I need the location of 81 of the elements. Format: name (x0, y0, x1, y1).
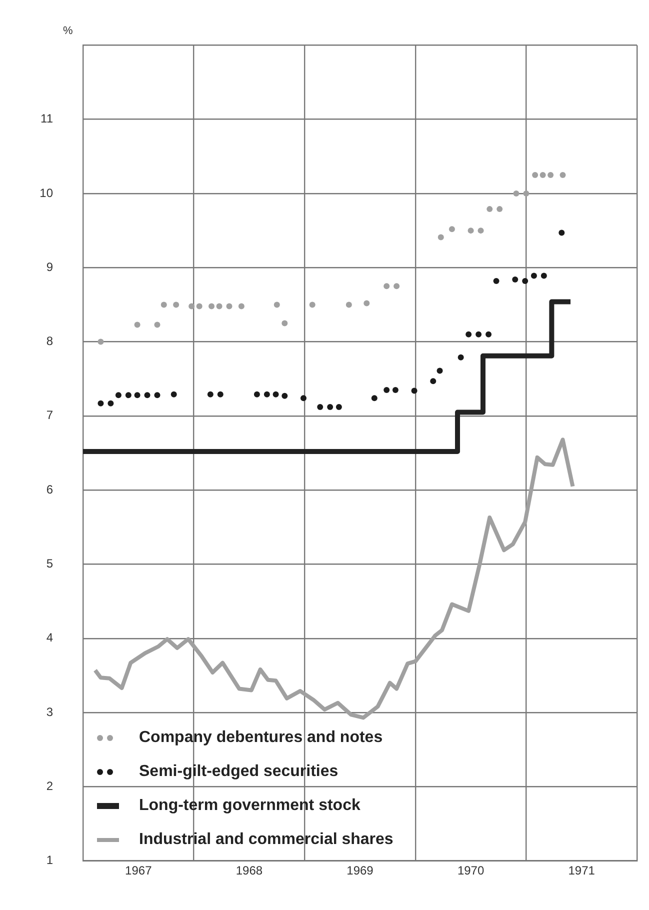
point (134, 392, 140, 398)
point (560, 172, 566, 178)
point (207, 391, 214, 398)
point (226, 303, 232, 310)
point (154, 392, 160, 398)
point (411, 388, 418, 394)
y-tick-label: 7 (46, 408, 54, 422)
point (125, 392, 132, 398)
point (170, 391, 177, 398)
point (540, 172, 546, 178)
point (346, 302, 352, 308)
x-tick-label: 1970 (457, 863, 484, 878)
point (540, 272, 547, 279)
point (523, 190, 530, 196)
point (496, 206, 503, 212)
point (115, 392, 122, 398)
point (430, 378, 436, 384)
point (98, 400, 104, 406)
x-tick-label: 1967 (125, 863, 152, 878)
point (134, 322, 140, 328)
point (216, 303, 222, 310)
point (530, 272, 537, 279)
y-tick-label: 3 (46, 704, 54, 719)
x-tick-label: 1969 (346, 863, 374, 878)
point (98, 338, 104, 345)
point (317, 404, 324, 410)
point (466, 331, 472, 338)
point (558, 230, 565, 236)
point (364, 300, 370, 306)
x-tick-label: 1971 (568, 863, 596, 878)
point (486, 331, 492, 338)
point (160, 302, 167, 308)
point (513, 190, 520, 196)
point (384, 283, 390, 290)
point (486, 206, 493, 212)
point (144, 392, 150, 398)
point (448, 226, 455, 232)
point (512, 276, 518, 282)
y-tick-label: 10 (40, 186, 54, 200)
point (282, 320, 288, 326)
y-axis-title: % (63, 25, 73, 38)
point (309, 302, 316, 308)
point (264, 391, 270, 398)
point (438, 234, 444, 240)
point (478, 228, 484, 234)
y-tick-label: 1 (46, 853, 54, 868)
point (300, 395, 306, 402)
point (254, 391, 260, 398)
point (238, 303, 244, 310)
point (522, 278, 528, 284)
y-tick-label: 4 (46, 630, 54, 645)
y-tick-label: 9 (46, 260, 54, 274)
point (476, 331, 482, 338)
point (436, 368, 443, 374)
point (282, 392, 288, 399)
y-tick-label: 2 (46, 778, 54, 793)
point (384, 386, 390, 393)
point (336, 404, 342, 410)
point (272, 391, 279, 398)
y-tick-label: 5 (46, 556, 54, 571)
y-tick-label: 6 (46, 482, 54, 496)
point (274, 302, 280, 308)
point (392, 386, 398, 393)
point (217, 391, 224, 398)
point (327, 404, 334, 410)
y-tick-label: 11 (40, 112, 54, 126)
point (173, 302, 180, 308)
point (208, 303, 215, 310)
x-tick-label: 1968 (236, 863, 263, 878)
point (458, 354, 464, 360)
point (154, 322, 160, 328)
point (394, 283, 400, 290)
point (468, 228, 474, 234)
point (493, 278, 500, 284)
point (108, 400, 114, 406)
point (196, 303, 202, 310)
point (532, 172, 538, 178)
y-tick-label: 8 (46, 334, 54, 348)
point (371, 395, 378, 402)
point (188, 303, 195, 310)
point (548, 172, 554, 178)
